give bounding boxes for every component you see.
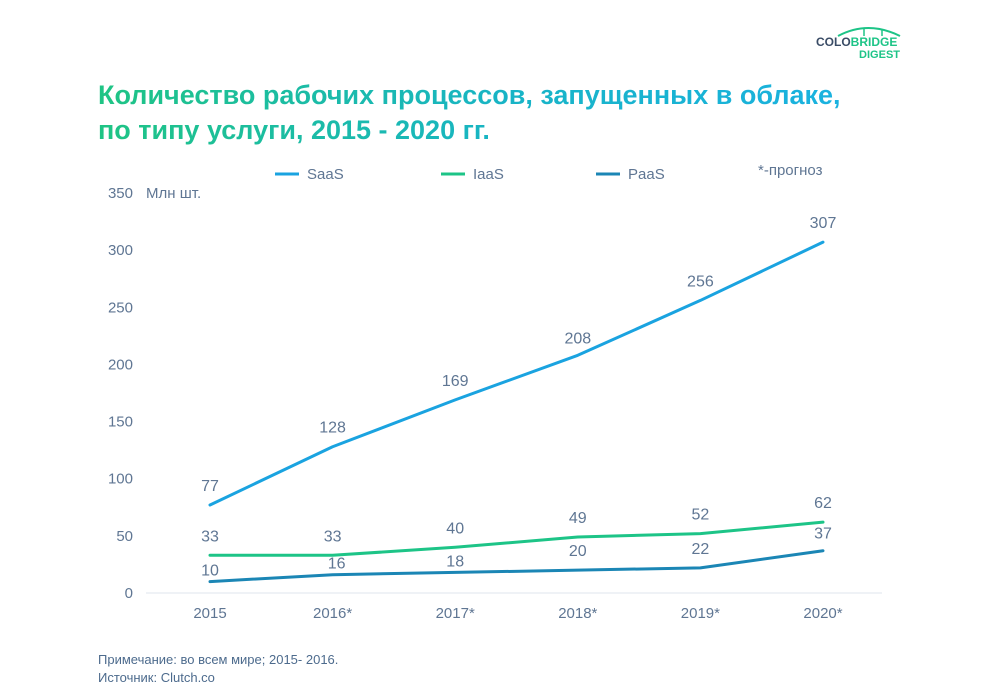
data-label: 52 [692,507,710,524]
y-tick-label: 150 [108,414,133,431]
y-axis: 0 50 100 150 200 250 300 350 [108,185,133,602]
y-axis-label: Млн шт. [146,185,201,202]
legend-label-iaas: IaaS [473,166,504,183]
data-label: 62 [814,495,832,512]
legend-label-paas: PaaS [628,166,665,183]
series-paas: 10 16 18 20 22 37 [201,526,832,584]
legend: SaaS IaaS PaaS [275,166,665,183]
series-saas: 77 128 169 208 256 307 [201,215,837,507]
brand-colo: COLO [816,35,851,49]
x-tick-label: 2017* [436,605,475,622]
y-tick-label: 100 [108,471,133,488]
x-tick-label: 2015 [193,605,226,622]
y-tick-label: 300 [108,242,133,259]
x-axis: 2015 2016* 2017* 2018* 2019* 2020* [146,592,882,622]
brand-digest: DIGEST [859,49,900,61]
brand-bridge: BRIDGE [851,35,898,49]
data-label: 307 [810,215,837,232]
series-line-iaas [208,520,825,557]
series-iaas: 33 33 40 49 52 62 [201,495,832,557]
data-label: 20 [569,543,587,560]
data-label: 16 [328,556,346,573]
data-label: 37 [814,526,832,543]
data-label: 169 [442,373,469,390]
source-note: Источник: Clutch.co [98,670,215,685]
y-tick-label: 350 [108,185,133,202]
y-tick-label: 0 [125,585,133,602]
series-line-saas [208,240,825,507]
data-label: 256 [687,273,714,290]
colobridge-digest-logo: COLOBRIDGE DIGEST [816,27,901,61]
data-label: 33 [201,528,219,545]
data-label: 33 [324,528,342,545]
series-line-paas [208,549,825,584]
data-label: 208 [564,330,591,347]
y-tick-label: 50 [116,528,133,545]
legend-label-saas: SaaS [307,166,344,183]
y-tick-label: 200 [108,356,133,373]
data-label: 77 [201,478,219,495]
data-label: 128 [319,420,346,437]
forecast-note: *-прогноз [758,162,823,179]
svg-text:COLOBRIDGE: COLOBRIDGE [816,35,897,49]
data-label: 22 [692,541,710,558]
bridge-arc-icon [837,27,901,37]
x-tick-label: 2020* [803,605,842,622]
x-tick-label: 2018* [558,605,597,622]
data-label: 40 [446,520,464,537]
footnote: Примечание: во всем мире; 2015- 2016. [98,652,339,667]
data-label: 10 [201,563,219,580]
x-tick-label: 2016* [313,605,352,622]
x-tick-label: 2019* [681,605,720,622]
data-label: 18 [446,553,464,570]
data-label: 49 [569,510,587,527]
y-tick-label: 250 [108,299,133,316]
